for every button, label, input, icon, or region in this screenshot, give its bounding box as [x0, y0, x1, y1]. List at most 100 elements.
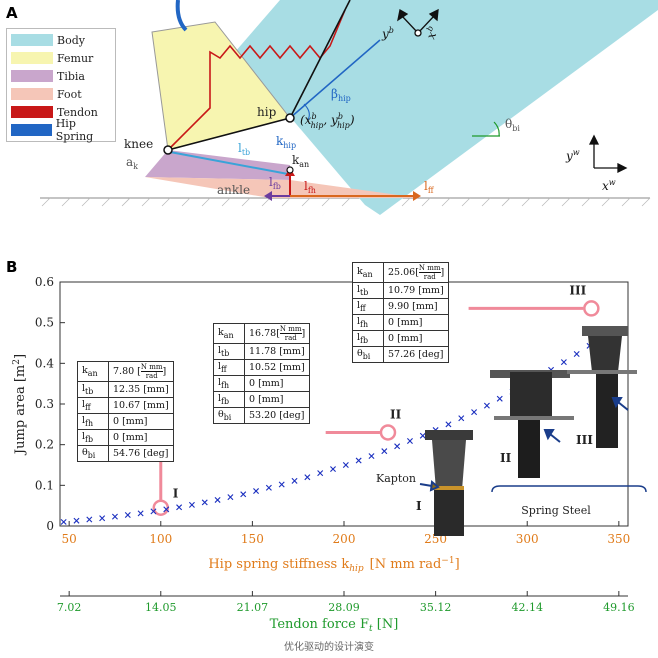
- param-table-II: kan 16.78[N mm rad] ltb 11.78 [mm] lff 10.52…: [213, 323, 311, 424]
- table-key: θbi: [77, 445, 109, 462]
- ground-hatch: [41, 197, 651, 207]
- data-point-stroke: [458, 415, 465, 422]
- legend-label: Tendon: [57, 105, 98, 119]
- data-point: [73, 517, 80, 524]
- table-value: 11.78 [mm]: [243, 343, 311, 360]
- data-point: [137, 510, 144, 517]
- param-table-I: kan 7.80 [N mm rad] ltb 12.35 [mm] lff 10.67…: [77, 361, 174, 462]
- world-frame: [588, 134, 628, 174]
- highlight-circle: [583, 300, 600, 317]
- kan-label: kan: [292, 153, 309, 169]
- photo-label-III: III: [576, 433, 593, 447]
- theta-label: θbi: [505, 117, 520, 133]
- lff-label: lff: [424, 179, 435, 195]
- data-point-stroke: [419, 432, 426, 439]
- data-point: [355, 457, 362, 464]
- data-point: [406, 438, 413, 444]
- highlight-circle: [152, 499, 170, 516]
- data-point: [483, 402, 490, 409]
- y-tick-label: 0.5: [35, 316, 54, 330]
- body-link: [289, 0, 351, 119]
- table-value: 25.06[N mm rad]: [382, 262, 450, 283]
- x-tick-label: 300: [516, 532, 539, 546]
- ak-label: ak: [126, 155, 138, 171]
- table-value: 10.79 [mm]: [382, 282, 450, 299]
- beta-label: βhip: [331, 87, 351, 103]
- y-tick-label: 0.6: [35, 275, 54, 289]
- data-point: [111, 513, 118, 520]
- ltb-label: ltb: [238, 141, 250, 157]
- legend-swatch: [11, 106, 53, 118]
- table-value: 12.35 [mm]: [108, 381, 174, 398]
- yb-label: yb: [381, 26, 394, 41]
- x-axis-title: Hip spring stiffness khip [N mm rad−1]: [208, 556, 459, 574]
- data-point-stroke: [304, 474, 311, 481]
- table-value: 10.67 [mm]: [108, 397, 174, 414]
- data-point-stroke: [188, 501, 195, 508]
- x-tick-label: 200: [333, 532, 356, 546]
- panel-a-label: A: [6, 4, 18, 22]
- y-ticks: 0 0.1 0.2 0.3 0.4 0.5 0.6: [35, 275, 65, 533]
- photo-prototype-II: [490, 370, 574, 478]
- photo-prototype-I: [425, 430, 473, 536]
- data-point: [342, 462, 349, 468]
- data-point-stroke: [265, 484, 272, 491]
- data-point: [86, 516, 93, 523]
- highlight-label: I: [173, 487, 179, 501]
- foot-shape: [145, 177, 420, 198]
- yw-label: yw: [565, 148, 580, 163]
- data-point: [265, 484, 272, 491]
- data-point: [163, 506, 170, 513]
- data-point: [368, 453, 375, 460]
- body-shape: [235, 0, 658, 215]
- body-frame: [397, 8, 439, 37]
- table-value: 0 [mm]: [108, 413, 174, 430]
- y-tick-label: 0.2: [35, 438, 54, 452]
- tibia-shape: [145, 150, 290, 180]
- data-point: [496, 395, 503, 402]
- data-point-stroke: [342, 462, 349, 468]
- data-point-stroke: [445, 421, 452, 428]
- data-point-stroke: [99, 515, 106, 522]
- table-key: kan: [352, 262, 384, 283]
- data-point: [573, 350, 580, 357]
- data-point: [394, 443, 401, 450]
- x-tick-label: 150: [241, 532, 264, 546]
- table-value: 9.90 [mm]: [382, 298, 450, 315]
- lfh-label: lfh: [304, 179, 316, 195]
- data-point-stroke: [496, 395, 503, 402]
- legend-swatch: [11, 88, 53, 100]
- table-key: lfb: [213, 391, 245, 408]
- table-key: ltb: [213, 343, 245, 360]
- data-point: [124, 512, 131, 519]
- data-point-stroke: [317, 470, 324, 477]
- kapton-label: Kapton: [376, 472, 416, 485]
- table-key: lff: [213, 359, 245, 376]
- data-point-stroke: [214, 496, 221, 503]
- data-point: [278, 481, 285, 488]
- table-key: lfh: [77, 413, 109, 430]
- hip-coords-label: (xb hip, yb hip): [300, 112, 355, 130]
- panel-a: A hip knee ankle ak khip kan βhip ltb lf…: [6, 0, 658, 215]
- y-tick-label: 0.4: [35, 356, 54, 370]
- y-tick-label: 0: [46, 519, 54, 533]
- x2-tick-label: 42.14: [511, 601, 543, 614]
- table-key: lff: [352, 298, 384, 315]
- theta-arc: [493, 121, 500, 137]
- data-point: [99, 515, 106, 522]
- x-tick-label: 350: [607, 532, 630, 546]
- data-point-stroke: [176, 504, 183, 511]
- table-key: ltb: [352, 282, 384, 299]
- table-key: lff: [77, 397, 109, 414]
- table-value: 10.52 [mm]: [243, 359, 311, 376]
- data-point: [201, 499, 208, 506]
- data-point: [214, 496, 221, 503]
- x2-tick-label: 35.12: [420, 601, 452, 614]
- table-key: lfh: [352, 314, 384, 331]
- panel-b-label: B: [6, 258, 17, 276]
- data-point-stroke: [227, 494, 234, 501]
- photo-prototype-III: [567, 326, 637, 448]
- ankle-joint: [286, 166, 294, 174]
- data-point-stroke: [471, 409, 478, 416]
